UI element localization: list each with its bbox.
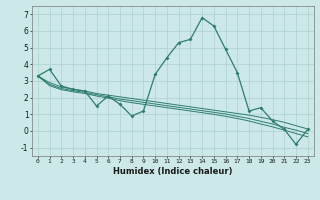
X-axis label: Humidex (Indice chaleur): Humidex (Indice chaleur) (113, 167, 233, 176)
